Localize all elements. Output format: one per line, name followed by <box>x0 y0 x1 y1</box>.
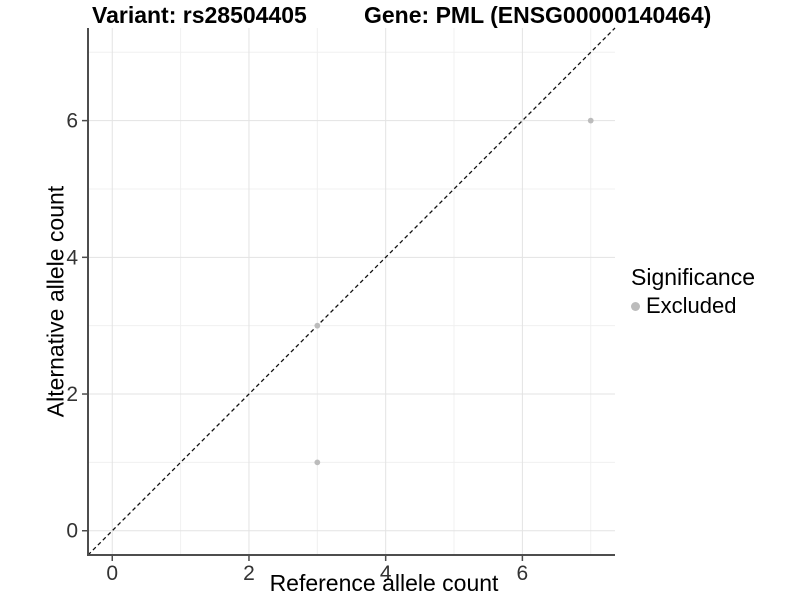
x-tick-label: 2 <box>243 562 255 585</box>
legend: Significance Excluded <box>631 264 755 319</box>
excluded-point-swatch-icon <box>631 301 640 311</box>
plot-title-variant: Variant: rs28504405 <box>92 2 307 28</box>
legend-item-label: Excluded <box>646 293 737 318</box>
x-tick-label: 4 <box>380 562 392 585</box>
y-tick-label: 2 <box>66 383 78 406</box>
plot-title-gene: Gene: PML (ENSG00000140464) <box>364 2 712 28</box>
x-tick-label: 0 <box>106 562 118 585</box>
data-point <box>314 322 321 329</box>
y-tick-label: 0 <box>66 520 78 543</box>
y-tick-label: 6 <box>66 110 78 133</box>
x-axis-label: Reference allele count <box>269 570 499 596</box>
data-point <box>587 117 594 124</box>
x-tick-label: 6 <box>517 562 529 585</box>
data-point <box>314 459 321 466</box>
identity-dashed-line <box>87 27 616 556</box>
y-tick-label: 4 <box>66 246 78 269</box>
y-axis-label: Alternative allele count <box>42 185 69 418</box>
legend-item-excluded: Excluded <box>631 293 755 319</box>
legend-title: Significance <box>631 264 756 290</box>
